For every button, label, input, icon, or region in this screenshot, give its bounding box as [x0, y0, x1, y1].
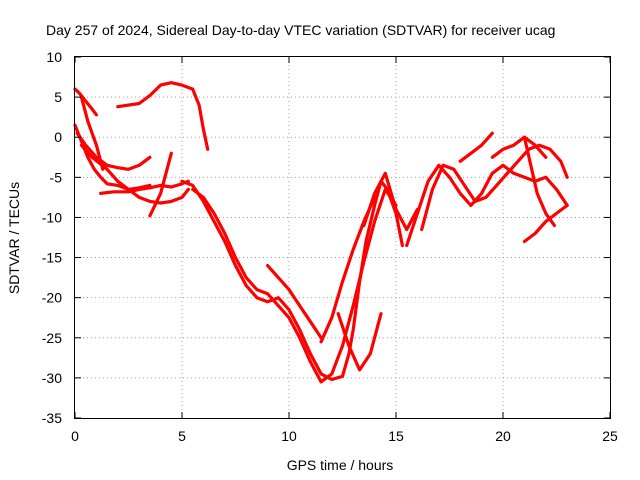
plot-frame [74, 56, 611, 419]
y-tick-label-5: -10 [42, 209, 62, 225]
axis-ticks [74, 56, 611, 419]
series-track-14 [362, 171, 419, 232]
x-axis-label: GPS time / hours [287, 457, 394, 473]
x-tick-label-1: 5 [178, 428, 186, 444]
grid [75, 57, 610, 418]
series-track-7 [79, 143, 190, 205]
y-tick-label-1: -30 [42, 370, 62, 386]
x-tick-label-3: 15 [388, 428, 404, 444]
x-tick-label-4: 20 [495, 428, 511, 444]
y-tick-label-7: 0 [54, 129, 62, 145]
series-track-5 [99, 179, 190, 195]
y-tick-label-9: 10 [46, 49, 62, 65]
series-track-3 [79, 95, 105, 171]
series-track-8 [148, 151, 173, 218]
y-tick-label-2: -25 [42, 330, 62, 346]
x-tick-label-5: 25 [602, 428, 618, 444]
series-track-10 [191, 187, 398, 384]
series-track-20 [522, 135, 557, 228]
y-tick-label-4: -15 [42, 250, 62, 266]
y-tick-label-3: -20 [42, 290, 62, 306]
x-tick-label-2: 10 [281, 428, 297, 444]
y-tick-label-6: -5 [50, 169, 63, 185]
series-track-6 [116, 81, 210, 151]
y-tick-label-8: 5 [54, 89, 62, 105]
series-track-4 [75, 131, 152, 171]
series-track-11 [266, 264, 323, 340]
series-layer [73, 81, 569, 384]
series-track-19 [522, 203, 569, 244]
y-axis-label: SDTVAR / TECUs [6, 182, 22, 294]
series-track-15 [405, 163, 569, 248]
series-track-13 [336, 312, 383, 372]
series-track-18 [490, 135, 548, 159]
series-track-9 [180, 179, 404, 382]
chart-title: Day 257 of 2024, Sidereal Day-to-day VTE… [46, 22, 555, 38]
series-track-17 [458, 131, 494, 163]
x-tick-label-0: 0 [71, 428, 79, 444]
series-track-1 [73, 87, 99, 117]
x-tick-labels: 0 5 10 15 20 25 [71, 428, 618, 444]
y-tick-labels: -35 -30 -25 -20 -15 -10 -5 0 5 10 [42, 49, 62, 426]
y-tick-label-0: -35 [42, 410, 62, 426]
series-track-16 [420, 143, 569, 232]
